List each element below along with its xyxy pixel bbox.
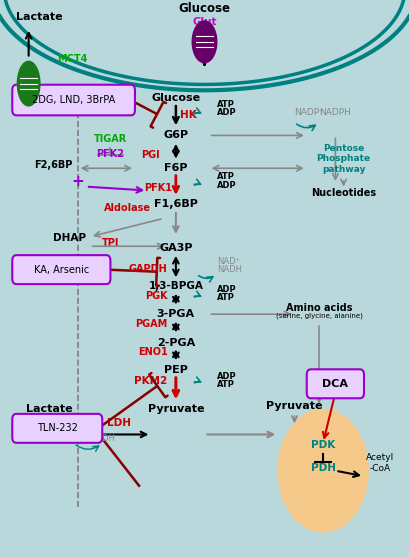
Text: TPI: TPI [102,238,119,248]
Text: Glut: Glut [192,17,217,27]
Text: ADP: ADP [217,285,236,295]
Ellipse shape [17,61,40,106]
Text: 1,3-BPGA: 1,3-BPGA [148,281,203,291]
Text: Glucose: Glucose [178,2,231,15]
Text: Glucose: Glucose [151,92,200,102]
Text: NADP⁺: NADP⁺ [294,109,324,118]
Text: ADP: ADP [217,181,236,190]
Text: F6P: F6P [164,163,188,173]
Text: PKM2: PKM2 [135,377,168,387]
Text: Acetyl
-CoA: Acetyl -CoA [366,453,395,473]
Text: MCT4: MCT4 [57,53,88,63]
Text: PFK1: PFK1 [144,183,172,193]
Text: F1,6BP: F1,6BP [154,199,198,209]
Text: ATP: ATP [217,293,235,302]
Text: Pentose
Phosphate
pathway: Pentose Phosphate pathway [317,144,371,174]
Text: PDK: PDK [311,441,335,451]
Text: NADPH: NADPH [319,109,351,118]
Text: KA, Arsenic: KA, Arsenic [34,265,89,275]
Text: Lactate: Lactate [26,404,72,414]
Text: Pyruvate: Pyruvate [266,402,323,412]
Text: Aldolase: Aldolase [104,203,151,213]
Text: PEP: PEP [164,365,188,375]
Ellipse shape [278,409,368,532]
Text: NAD⁺: NAD⁺ [62,434,85,443]
FancyBboxPatch shape [12,255,110,284]
Text: ADP: ADP [217,372,236,381]
Text: GA3P: GA3P [159,243,193,253]
Text: GAPDH: GAPDH [129,264,168,274]
Ellipse shape [192,21,217,63]
Text: PGI: PGI [141,150,160,160]
Text: F2,6BP: F2,6BP [34,160,72,170]
Text: 3-PGA: 3-PGA [157,309,195,319]
FancyBboxPatch shape [12,414,102,443]
FancyBboxPatch shape [12,85,135,115]
Text: ADP: ADP [217,109,236,118]
Text: Pyruvate: Pyruvate [148,404,204,414]
Text: ATP: ATP [217,379,235,389]
Text: TLN-232: TLN-232 [37,423,78,433]
Text: TIGAR: TIGAR [94,134,127,144]
Text: DCA: DCA [322,379,348,389]
Text: (serine, glycine, alanine): (serine, glycine, alanine) [276,312,362,319]
Text: PFK2: PFK2 [97,149,124,159]
Text: +: + [71,174,84,188]
Text: 2DG, LND, 3BrPA: 2DG, LND, 3BrPA [32,95,115,105]
Text: PGAM: PGAM [135,319,168,329]
Text: NADH: NADH [90,434,115,443]
Text: NADH: NADH [217,265,242,274]
Text: Lactate: Lactate [16,12,63,22]
Text: Amino acids: Amino acids [286,303,352,313]
Text: G6P: G6P [163,130,189,140]
Text: Nucleotides: Nucleotides [311,188,376,198]
Text: LDH: LDH [107,418,130,428]
Text: ATP: ATP [217,173,235,182]
Text: ATP: ATP [217,100,235,109]
Text: PGK: PGK [145,291,168,301]
Text: ENO1: ENO1 [138,347,168,357]
FancyBboxPatch shape [307,369,364,398]
Text: PDH: PDH [310,463,336,473]
Text: NAD⁺: NAD⁺ [217,257,240,266]
Text: HK: HK [180,110,197,120]
Text: DHAP: DHAP [53,233,86,243]
Text: 2-PGA: 2-PGA [157,338,195,348]
